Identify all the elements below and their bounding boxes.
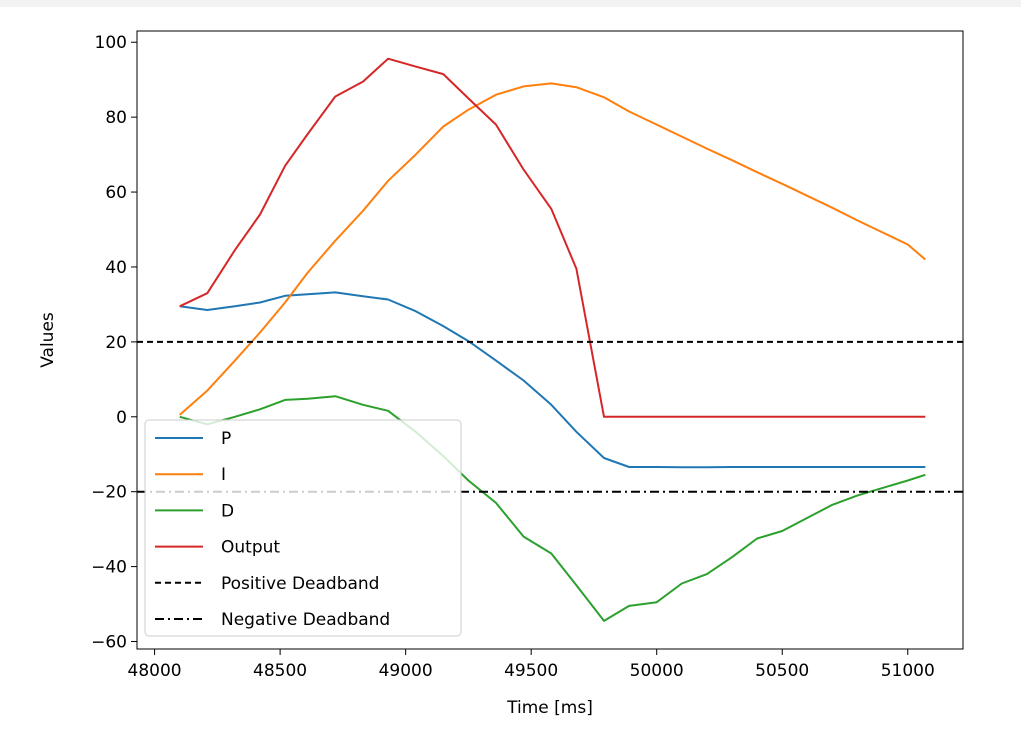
legend: PID Output Positive Deadband Negative Deadb… [144,419,462,637]
y-tick-label: 40 [105,258,127,278]
y-tick-label: −20 [91,483,127,503]
series-line-i [179,82,926,416]
legend-label: Positive Deadband [221,574,379,594]
top-bar [0,0,1021,7]
x-tick-label: 50500 [755,661,809,681]
legend-box [144,419,462,637]
y-tick-label: 80 [105,108,127,128]
series-line-d [179,395,926,622]
y-tick-label: −60 [91,633,127,653]
y-tick-label: 20 [105,333,127,353]
y-tick-label: 60 [105,183,127,203]
legend-label: Output [221,538,280,558]
axis-ticks: 48000 48500 49000 49500 50000 50500 51000 −60 −4… [91,33,935,681]
y-axis-label: Values [38,312,58,368]
legend-label: P [221,429,231,449]
y-tick-label: 100 [95,33,127,53]
y-tick-label: −40 [91,558,127,578]
x-tick-label: 49500 [504,661,558,681]
y-tick-label: 0 [116,408,127,428]
legend-label: D [221,501,234,521]
legend-label: I [221,465,226,485]
x-tick-label: 48500 [253,661,307,681]
plot-frame [136,30,964,650]
legend-label: Negative Deadband [221,610,390,630]
series-line-p [179,291,926,469]
x-tick-label: 48000 [128,661,182,681]
x-tick-label: 50000 [630,661,684,681]
x-axis-label: Time [ms] [506,698,593,718]
x-tick-label: 51000 [881,661,935,681]
x-tick-label: 49000 [379,661,433,681]
series-line-output [179,57,926,418]
series-lines [137,57,963,622]
